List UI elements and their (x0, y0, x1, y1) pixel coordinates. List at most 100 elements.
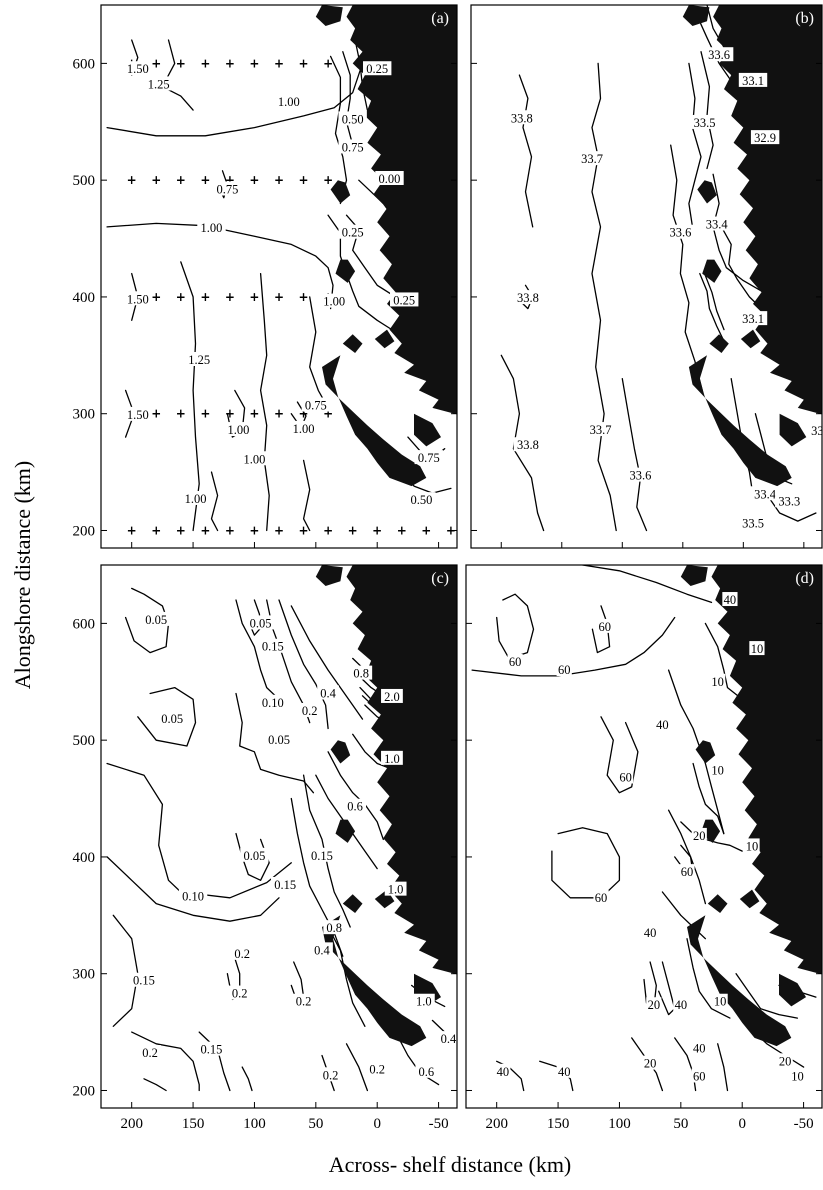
panel-label: (b) (795, 10, 814, 27)
station-marker: + (127, 523, 137, 537)
contour-line (290, 605, 364, 720)
station-marker: + (249, 290, 259, 304)
contour-line (720, 226, 763, 310)
contour-label-bg (231, 945, 254, 960)
contour-label-bg (691, 827, 707, 842)
contour-line (600, 716, 639, 794)
contour-line (180, 261, 200, 532)
contour-label: 1.50 (127, 408, 149, 422)
station-marker: + (249, 523, 259, 537)
contour-label: 0.8 (353, 667, 369, 681)
contour-label: 33.6 (708, 48, 730, 62)
contour-line (735, 973, 799, 1019)
contour-label: 10 (711, 675, 724, 689)
contour-label: 0.10 (182, 890, 204, 904)
contour-line (259, 272, 270, 532)
contour-line (500, 354, 545, 532)
station-marker: + (323, 523, 333, 537)
station-marker: + (176, 523, 186, 537)
station-marker: + (200, 290, 210, 304)
contour-label: 0.10 (262, 696, 284, 710)
contour-label-bg (228, 985, 251, 1000)
contour-label: 0.15 (274, 878, 296, 892)
station-marker: + (225, 173, 235, 187)
contour-label-bg (673, 997, 689, 1012)
contour-label: 0.6 (347, 800, 363, 814)
contour-label: 40 (656, 718, 669, 732)
contour-label: 33.4 (754, 487, 777, 501)
contour-label-bg (710, 673, 726, 688)
contour-label: 1.25 (148, 77, 170, 91)
contour-label-bg (158, 711, 187, 726)
contour-label: 0.25 (366, 62, 388, 76)
contour-line (394, 1031, 440, 1086)
contour-label-bg (197, 220, 226, 235)
contour-line (131, 1031, 200, 1092)
panel-b: 33.6 33.1 33.8 33.5 32.9 33.7 33.6 33.4 33.8 33.1… (470, 4, 823, 549)
contour-label-bg (338, 224, 367, 239)
contour-label: 0.50 (410, 493, 432, 507)
station-marker: + (397, 523, 407, 537)
contour-label: 33.8 (511, 111, 533, 125)
y-tick-label: 200 (73, 523, 96, 539)
contour-label-bg (375, 170, 404, 185)
contour-label-bg (274, 93, 304, 108)
contour-label-bg (586, 422, 615, 437)
contour-label-bg (679, 864, 695, 879)
x-tick-label: 0 (738, 1116, 746, 1132)
station-marker: + (225, 290, 235, 304)
y-tick-label: 500 (73, 173, 96, 189)
contour-label-bg (738, 515, 768, 530)
contour-label: 40 (675, 998, 688, 1012)
contour-label-bg (289, 420, 318, 435)
contour-line (241, 1066, 253, 1092)
contour-label: 0.75 (342, 140, 364, 154)
contour-label: 40 (558, 1065, 571, 1079)
contour-label-bg (577, 151, 607, 166)
contour-label-bg (593, 889, 609, 904)
land-mass (688, 355, 792, 487)
panel-label: (a) (431, 10, 449, 27)
contour-line (278, 599, 329, 730)
land-mass (346, 565, 457, 975)
y-axis-label: Alongshore distance (km) (10, 461, 35, 690)
contour-label: 1.00 (201, 221, 223, 235)
contour-label: 0.8 (326, 921, 342, 935)
contour-line (717, 1043, 729, 1092)
contour-label: 1.00 (293, 422, 315, 436)
contour-label-bg (414, 450, 443, 465)
contour-line (700, 51, 714, 170)
contour-label-bg (123, 291, 153, 306)
contour-label-bg (319, 1067, 342, 1082)
x-tick-label: 0 (373, 1116, 381, 1132)
contour-label-bg (691, 1068, 707, 1083)
station-marker: + (274, 523, 284, 537)
contour-label-bg (617, 769, 634, 784)
y-tick-label: 300 (73, 407, 96, 423)
x-tick-label: 100 (243, 1116, 266, 1132)
contour-label: 1.0 (384, 752, 400, 766)
land-mass (687, 915, 792, 1047)
contour-line (302, 774, 351, 928)
contour-label-bg (258, 638, 288, 653)
contour-label: 10 (711, 764, 724, 778)
contour-label-bg (384, 881, 407, 896)
contour-label-bg (642, 1055, 658, 1070)
contour-label-bg (712, 993, 728, 1008)
station-marker: + (151, 56, 161, 70)
contour-label: 0.05 (250, 616, 272, 630)
x-tick-label: 50 (308, 1116, 323, 1132)
contour-line (345, 1043, 369, 1092)
contour-label-bg (775, 493, 804, 508)
contour-label: 0.05 (244, 849, 266, 863)
contour-label-bg (258, 694, 288, 709)
x-tick-label: 50 (673, 1116, 688, 1132)
contour-label-bg (704, 47, 734, 62)
contour-label: 0.75 (305, 399, 327, 413)
contour-label: 33.7 (581, 152, 603, 166)
contour-label: 0.05 (145, 613, 167, 627)
contour-label: 33.0 (811, 424, 823, 438)
contour-line (106, 222, 334, 310)
contour-line (124, 587, 170, 654)
